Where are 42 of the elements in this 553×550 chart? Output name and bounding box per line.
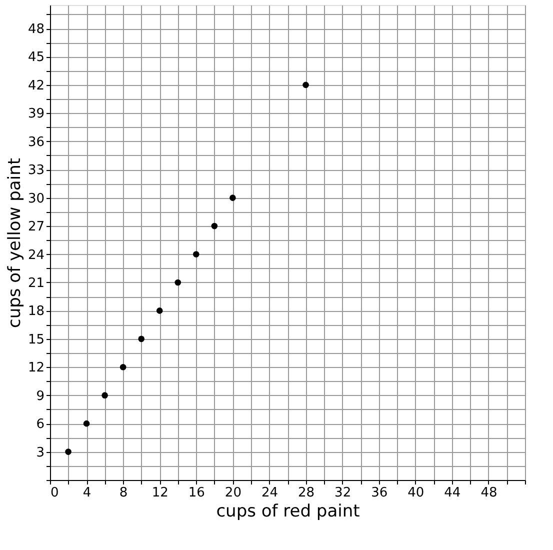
point: [230, 194, 236, 201]
point: [302, 82, 309, 88]
x-tick-label: 44: [444, 486, 461, 500]
y-tick-label: 33: [28, 163, 44, 178]
point: [156, 308, 163, 314]
y-tick-label: 3: [36, 445, 44, 460]
x-axis-title: cups of red paint: [216, 502, 360, 522]
point: [138, 336, 145, 342]
x-tick-label: 16: [188, 486, 205, 500]
y-tick-label: 36: [28, 134, 44, 150]
y-tick-label: 12: [28, 360, 44, 376]
y-tick-label: 45: [28, 50, 44, 66]
y-tick-label: 18: [28, 304, 44, 320]
point: [211, 222, 218, 230]
y-tick-label: 6: [36, 417, 44, 432]
x-tick-label: 0: [50, 486, 59, 500]
point: [120, 364, 126, 370]
x-tick-label: 36: [371, 486, 388, 500]
y-tick-label: 30: [28, 191, 44, 206]
x-tick-label: 4: [82, 486, 92, 500]
y-tick-label: 24: [28, 248, 44, 263]
y-tick-label: 9: [36, 388, 44, 404]
y-tick-label: 48: [28, 22, 44, 38]
y-tick-label: 27: [28, 220, 44, 235]
point: [65, 448, 72, 455]
x-tick-label: 8: [119, 486, 128, 500]
x-tick-label: 32: [334, 486, 352, 500]
point: [192, 251, 200, 258]
y-axis-title: cups of yellow paint: [4, 158, 25, 328]
point: [83, 420, 90, 427]
point: [102, 392, 108, 398]
x-tick-label: 40: [408, 486, 424, 500]
x-tick-label: 12: [152, 486, 168, 500]
point: [174, 279, 182, 286]
y-tick-label: 15: [28, 332, 44, 348]
x-tick-label: 20: [224, 486, 242, 500]
x-tick-label: 24: [261, 486, 278, 500]
y-tick-label: 42: [28, 78, 44, 94]
x-tick-label: 28: [298, 486, 315, 500]
x-tick-label: 48: [480, 486, 498, 500]
y-tick-label: 39: [28, 106, 44, 122]
y-tick-label: 21: [28, 276, 44, 291]
